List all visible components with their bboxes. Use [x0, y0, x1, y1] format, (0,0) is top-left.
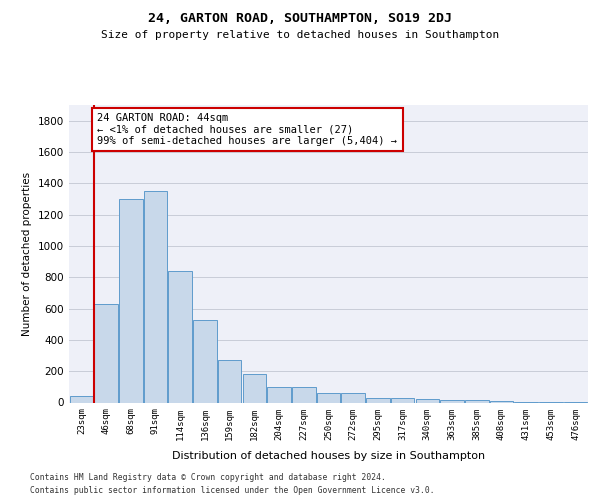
- Bar: [119, 199, 143, 402]
- Bar: [193, 320, 217, 402]
- Bar: [70, 396, 93, 402]
- Bar: [169, 271, 192, 402]
- Bar: [292, 387, 316, 402]
- Bar: [465, 400, 488, 402]
- Bar: [490, 401, 513, 402]
- Y-axis label: Number of detached properties: Number of detached properties: [22, 172, 32, 336]
- Bar: [366, 398, 389, 402]
- Bar: [440, 400, 464, 402]
- Bar: [391, 398, 415, 402]
- Bar: [94, 304, 118, 402]
- Text: 24, GARTON ROAD, SOUTHAMPTON, SO19 2DJ: 24, GARTON ROAD, SOUTHAMPTON, SO19 2DJ: [148, 12, 452, 26]
- Text: Contains HM Land Registry data © Crown copyright and database right 2024.: Contains HM Land Registry data © Crown c…: [30, 474, 386, 482]
- Bar: [341, 393, 365, 402]
- Bar: [144, 191, 167, 402]
- X-axis label: Distribution of detached houses by size in Southampton: Distribution of detached houses by size …: [172, 450, 485, 460]
- Bar: [268, 387, 291, 402]
- Bar: [242, 374, 266, 402]
- Bar: [218, 360, 241, 403]
- Text: 24 GARTON ROAD: 44sqm
← <1% of detached houses are smaller (27)
99% of semi-deta: 24 GARTON ROAD: 44sqm ← <1% of detached …: [97, 113, 397, 146]
- Bar: [317, 393, 340, 402]
- Text: Contains public sector information licensed under the Open Government Licence v3: Contains public sector information licen…: [30, 486, 434, 495]
- Bar: [416, 398, 439, 402]
- Text: Size of property relative to detached houses in Southampton: Size of property relative to detached ho…: [101, 30, 499, 40]
